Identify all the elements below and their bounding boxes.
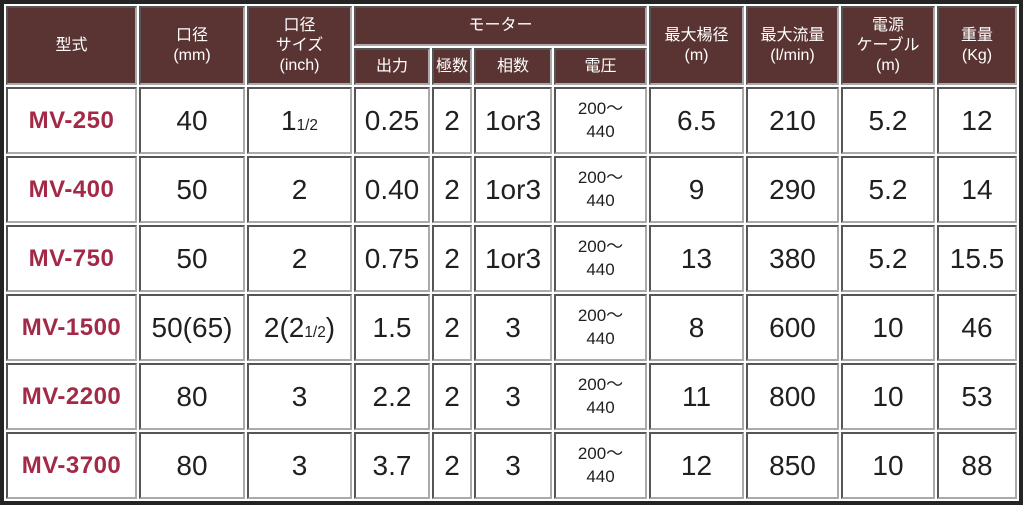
cell-max-head: 6.5 — [649, 87, 744, 154]
cell-bore-inch: 11/2 — [247, 87, 352, 154]
cell-max-flow: 850 — [746, 432, 839, 499]
cell-max-flow: 210 — [746, 87, 839, 154]
cell-bore-inch: 2 — [247, 156, 352, 223]
cell-bore-mm: 40 — [139, 87, 245, 154]
header-row-top: 型式 口径 (mm) 口径 サイズ (inch) モーター 最大楊径 (m) 最… — [6, 6, 1017, 85]
cell-max-head: 11 — [649, 363, 744, 430]
cell-bore-inch: 3 — [247, 432, 352, 499]
inch-fraction: 1/2 — [296, 116, 318, 134]
header-max-head: 最大楊径 (m) — [649, 6, 744, 85]
cell-max-head: 13 — [649, 225, 744, 292]
cell-model: MV-750 — [6, 225, 137, 292]
cell-bore-mm: 50(65) — [139, 294, 245, 361]
cell-voltage: 200〜 440 — [554, 294, 647, 361]
cell-phases: 1or3 — [474, 225, 552, 292]
cell-output: 0.40 — [354, 156, 430, 223]
cell-output: 3.7 — [354, 432, 430, 499]
cell-poles: 2 — [432, 432, 472, 499]
cell-cable: 10 — [841, 294, 935, 361]
cell-weight: 88 — [937, 432, 1017, 499]
table-row: MV-750 50 2 0.75 2 1or3 200〜 440 13 380 … — [6, 225, 1017, 292]
cell-weight: 53 — [937, 363, 1017, 430]
cell-voltage: 200〜 440 — [554, 156, 647, 223]
table-row: MV-3700 80 3 3.7 2 3 200〜 440 12 850 10 … — [6, 432, 1017, 499]
cell-max-flow: 600 — [746, 294, 839, 361]
cell-poles: 2 — [432, 87, 472, 154]
cell-model: MV-3700 — [6, 432, 137, 499]
inch-suffix: ) — [325, 311, 336, 343]
cell-bore-mm: 80 — [139, 363, 245, 430]
cell-model: MV-400 — [6, 156, 137, 223]
header-output: 出力 — [354, 48, 430, 85]
header-model: 型式 — [6, 6, 137, 85]
cell-phases: 1or3 — [474, 87, 552, 154]
cell-bore-inch: 3 — [247, 363, 352, 430]
cell-cable: 5.2 — [841, 225, 935, 292]
cell-weight: 12 — [937, 87, 1017, 154]
cell-phases: 3 — [474, 432, 552, 499]
header-cable: 電源 ケーブル (m) — [841, 6, 935, 85]
header-weight: 重量 (Kg) — [937, 6, 1017, 85]
cell-max-head: 9 — [649, 156, 744, 223]
cell-bore-mm: 50 — [139, 225, 245, 292]
header-bore-inch: 口径 サイズ (inch) — [247, 6, 352, 85]
cell-phases: 3 — [474, 363, 552, 430]
cell-max-flow: 800 — [746, 363, 839, 430]
cell-phases: 1or3 — [474, 156, 552, 223]
header-poles: 極数 — [432, 48, 472, 85]
cell-bore-inch: 2(21/2) — [247, 294, 352, 361]
header-voltage: 電圧 — [554, 48, 647, 85]
header-row-sub: 出力 極数 相数 電圧 — [6, 48, 1017, 85]
table-row: MV-1500 50(65) 2(21/2) 1.5 2 3 200〜 440 … — [6, 294, 1017, 361]
cell-output: 2.2 — [354, 363, 430, 430]
cell-model: MV-2200 — [6, 363, 137, 430]
inch-main: 3 — [291, 380, 308, 412]
cell-voltage: 200〜 440 — [554, 87, 647, 154]
header-bore-mm: 口径 (mm) — [139, 6, 245, 85]
cell-output: 1.5 — [354, 294, 430, 361]
table-row: MV-250 40 11/2 0.25 2 1or3 200〜 440 6.5 … — [6, 87, 1017, 154]
cell-poles: 2 — [432, 225, 472, 292]
cell-phases: 3 — [474, 294, 552, 361]
cell-model: MV-250 — [6, 87, 137, 154]
cell-poles: 2 — [432, 363, 472, 430]
inch-main: 2 — [291, 242, 308, 274]
cell-weight: 46 — [937, 294, 1017, 361]
header-motor-group: モーター — [354, 6, 647, 46]
cell-model: MV-1500 — [6, 294, 137, 361]
cell-weight: 14 — [937, 156, 1017, 223]
cell-max-head: 8 — [649, 294, 744, 361]
inch-main: 2(2 — [263, 311, 305, 343]
cell-max-flow: 290 — [746, 156, 839, 223]
cell-cable: 5.2 — [841, 87, 935, 154]
inch-main: 3 — [291, 449, 308, 481]
cell-voltage: 200〜 440 — [554, 225, 647, 292]
inch-main: 1 — [281, 104, 297, 136]
cell-bore-inch: 2 — [247, 225, 352, 292]
inch-fraction: 1/2 — [304, 323, 326, 341]
cell-cable: 5.2 — [841, 156, 935, 223]
cell-cable: 10 — [841, 432, 935, 499]
header-max-flow: 最大流量 (l/min) — [746, 6, 839, 85]
header-phases: 相数 — [474, 48, 552, 85]
cell-poles: 2 — [432, 156, 472, 223]
cell-bore-mm: 80 — [139, 432, 245, 499]
cell-cable: 10 — [841, 363, 935, 430]
cell-output: 0.25 — [354, 87, 430, 154]
cell-voltage: 200〜 440 — [554, 363, 647, 430]
cell-max-head: 12 — [649, 432, 744, 499]
cell-bore-mm: 50 — [139, 156, 245, 223]
cell-output: 0.75 — [354, 225, 430, 292]
cell-max-flow: 380 — [746, 225, 839, 292]
cell-weight: 15.5 — [937, 225, 1017, 292]
cell-voltage: 200〜 440 — [554, 432, 647, 499]
cell-poles: 2 — [432, 294, 472, 361]
inch-main: 2 — [291, 173, 308, 205]
table-row: MV-2200 80 3 2.2 2 3 200〜 440 11 800 10 … — [6, 363, 1017, 430]
table-row: MV-400 50 2 0.40 2 1or3 200〜 440 9 290 5… — [6, 156, 1017, 223]
